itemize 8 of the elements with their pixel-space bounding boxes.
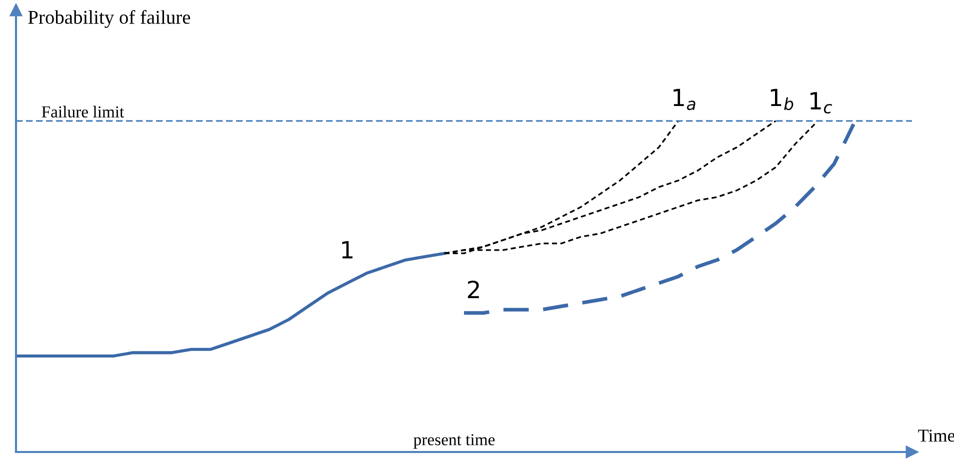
y-axis-title: Probability of failure xyxy=(28,10,190,28)
series-label: 1$_{a}$ xyxy=(674,88,696,110)
series-label: 1$_{c}$ xyxy=(810,92,832,114)
series-label: 1 xyxy=(342,241,352,258)
series-label: 1$_{b}$ xyxy=(770,88,794,110)
ref-line-label: Failure limit xyxy=(42,106,124,118)
series-label: 2 xyxy=(468,280,479,298)
annotation: present time xyxy=(414,434,495,449)
